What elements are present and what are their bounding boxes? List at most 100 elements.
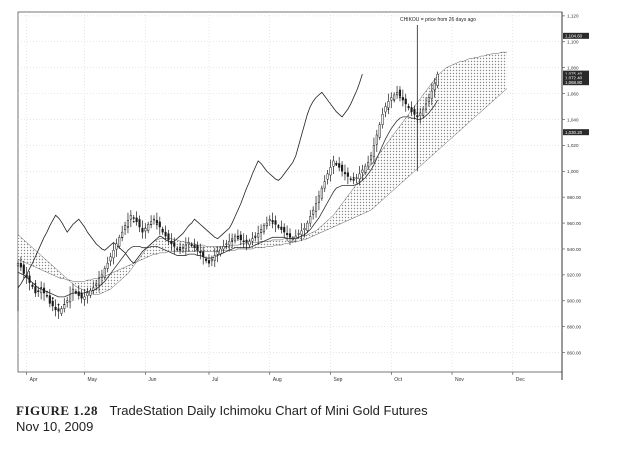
x-axis: Apr May Jun Jul Aug Sep Oct Nov Dec <box>26 372 525 383</box>
price-tags: 1,104.60 1,075.401,072.401,068.80 1,030.20 <box>563 32 589 136</box>
chikou-span-line <box>17 74 363 312</box>
candle-body <box>433 82 436 91</box>
candle-body <box>274 220 277 225</box>
candle-body <box>251 238 254 242</box>
candle-body <box>205 258 208 261</box>
candle-body <box>40 288 43 294</box>
chart-canvas: 860.00 880.00 900.00 920.00 940.00 960.00 980.… <box>16 11 589 383</box>
figure-title: TradeStation Daily Ichimoku Chart of Min… <box>109 403 428 418</box>
candle-body <box>196 245 199 251</box>
candle-body <box>341 164 344 172</box>
price-tag <box>563 129 589 136</box>
candle-body <box>121 231 124 238</box>
candle-body <box>106 262 109 269</box>
candle-body <box>257 233 260 238</box>
candle-body <box>51 300 54 307</box>
x-tick-label: Apr <box>30 377 38 383</box>
candle-body <box>25 274 28 278</box>
candle-body <box>161 229 164 233</box>
candle-body <box>193 244 196 248</box>
candle-body <box>419 112 422 116</box>
x-tick-label: Sep <box>334 377 343 383</box>
chikou-annotation: CHIKOU = price from 26 days ago <box>400 17 476 23</box>
candle-body <box>77 291 80 296</box>
candle-body <box>260 229 263 233</box>
candle-body <box>390 97 393 101</box>
candle-body <box>228 240 231 246</box>
candle-body <box>262 225 266 233</box>
candle-body <box>254 235 257 238</box>
y-tick-label: 1,080 <box>567 65 579 70</box>
candle-body <box>222 246 225 250</box>
candle-body <box>69 294 72 303</box>
candle-body <box>97 278 101 286</box>
candle-body <box>181 247 184 249</box>
candle-body <box>393 94 396 101</box>
candle-body <box>352 178 355 181</box>
kijun-line <box>17 99 438 298</box>
candle-body <box>283 226 286 233</box>
candle-body <box>176 248 179 250</box>
candle-body <box>132 217 135 219</box>
y-tick-label: 900.00 <box>567 299 581 304</box>
candle-body <box>150 221 153 225</box>
candle-body <box>48 295 51 304</box>
candle-body <box>42 287 46 294</box>
y-tick-label: 1,100 <box>567 40 579 45</box>
candle-body <box>271 220 274 223</box>
x-tick-label: Nov <box>455 377 464 383</box>
candle-body <box>37 290 40 292</box>
candle-body <box>407 106 410 109</box>
y-tick-label: 860.00 <box>567 350 581 355</box>
candle-body <box>422 108 425 116</box>
candle-body <box>210 259 213 262</box>
candle-body <box>213 255 216 261</box>
candle-body <box>378 124 381 138</box>
candle-body <box>86 292 89 296</box>
candle-body <box>16 262 20 267</box>
candle-body <box>63 304 66 309</box>
y-tick-label: 940.00 <box>567 247 581 252</box>
candle-body <box>199 251 202 254</box>
candle-body <box>364 165 367 173</box>
candle-body <box>202 251 205 257</box>
price-tag <box>563 74 589 81</box>
price-tag-label: 1,104.60 <box>565 34 583 39</box>
x-tick-label: Jul <box>212 377 218 383</box>
candle-body <box>126 220 130 228</box>
candle-body <box>326 173 329 180</box>
y-tick-label: 1,020 <box>567 143 579 148</box>
candle-body <box>242 240 245 243</box>
candle-body <box>372 145 375 158</box>
y-tick-label: 1,120 <box>567 14 579 19</box>
candle-body <box>343 172 347 175</box>
senkou-b-line <box>17 88 508 282</box>
candle-body <box>236 235 239 238</box>
price-tag <box>563 79 589 86</box>
candle-body <box>401 97 404 101</box>
candle-body <box>312 209 315 215</box>
candle-body <box>216 251 219 255</box>
candle-body <box>80 293 83 299</box>
candle-body <box>103 268 106 278</box>
candle-body <box>118 237 121 247</box>
candle-body <box>355 177 358 179</box>
candle-body <box>124 225 127 231</box>
candle-body <box>367 161 370 167</box>
candle-body <box>384 106 387 113</box>
tenkan-dot <box>46 290 48 293</box>
candle-body <box>144 228 147 232</box>
candle-body <box>416 115 419 118</box>
price-tag <box>563 32 589 39</box>
candle-body <box>95 283 98 286</box>
candle-body <box>430 90 433 99</box>
kumo-cloud <box>18 52 508 295</box>
candle-body <box>396 92 399 96</box>
candle-body <box>413 109 416 115</box>
candle-body <box>294 235 297 239</box>
candle-body <box>112 250 115 259</box>
candle-body <box>147 224 150 231</box>
candle-body <box>375 134 378 145</box>
candle-body <box>265 222 268 226</box>
candle-body <box>306 222 309 231</box>
